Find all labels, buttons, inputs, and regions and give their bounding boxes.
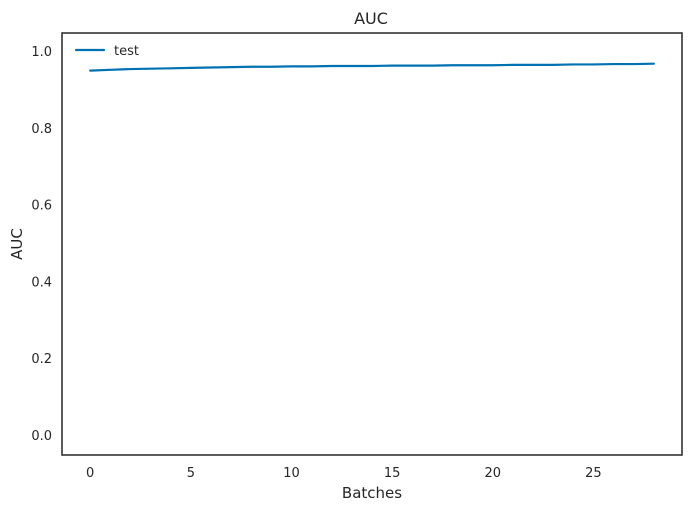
y-tick-label: 1.0 — [31, 45, 52, 60]
x-tick-label: 0 — [86, 466, 94, 481]
legend-label-test: test — [114, 44, 139, 59]
x-tick-label: 15 — [384, 466, 401, 481]
y-tick-label: 0.2 — [31, 352, 52, 367]
x-tick-label: 5 — [187, 466, 195, 481]
y-tick-label: 0.4 — [31, 275, 52, 290]
x-tick-label: 20 — [485, 466, 502, 481]
x-tick-label: 10 — [283, 466, 300, 481]
plot-frame — [62, 33, 682, 455]
y-tick-label: 0.6 — [31, 199, 52, 214]
y-tick-label: 0.0 — [31, 429, 52, 444]
y-tick-label: 0.8 — [31, 122, 52, 137]
x-axis-title: Batches — [342, 484, 402, 502]
plot-area — [90, 64, 654, 71]
series-line-test — [90, 64, 654, 71]
axis-ticks: 0 5 10 15 20 25 0.0 0.2 0.4 0.6 0.8 1.0 — [31, 45, 601, 481]
legend: test — [76, 44, 139, 59]
x-tick-label: 25 — [585, 466, 602, 481]
chart-title: AUC — [354, 9, 388, 28]
y-axis-title: AUC — [8, 228, 26, 260]
